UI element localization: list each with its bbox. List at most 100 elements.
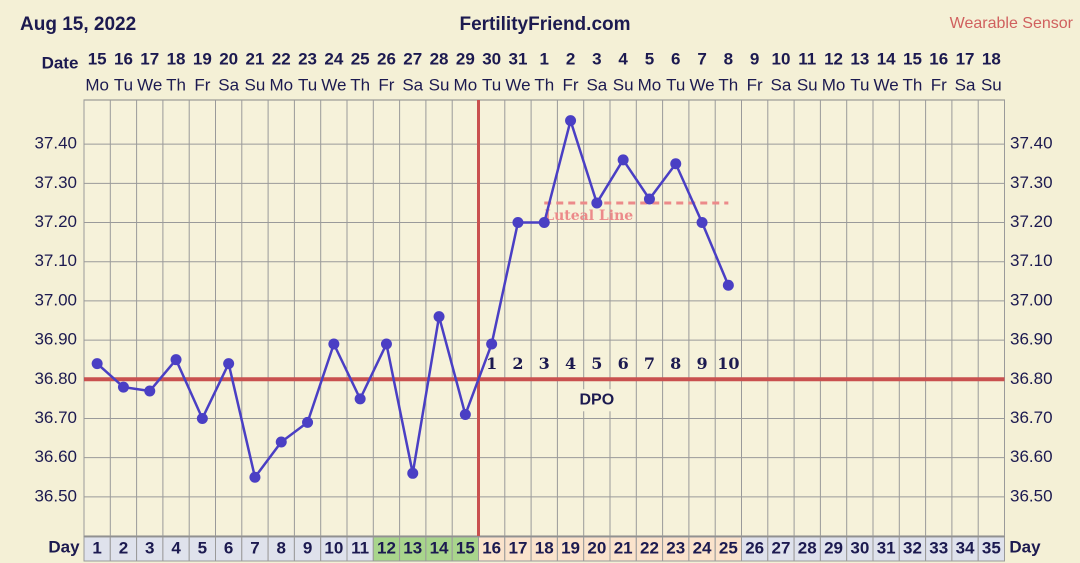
dpo-number: 2 <box>512 354 523 373</box>
date-label: 18 <box>167 49 186 68</box>
y-tick-label: 36.90 <box>34 330 77 349</box>
weekday-label: Th <box>534 75 554 94</box>
y2-tick-label: 36.90 <box>1010 330 1053 349</box>
temperature-point <box>354 393 366 405</box>
x-tick-label: 11 <box>351 538 369 557</box>
date-label: 31 <box>508 49 527 68</box>
x-tick-label: 22 <box>640 538 659 557</box>
day-cell <box>267 536 295 562</box>
weekday-label: Mo <box>269 75 293 94</box>
chart-title: FertilityFriend.com <box>459 14 630 35</box>
temperature-point <box>565 115 577 127</box>
date-label: 15 <box>903 49 922 68</box>
day-cell <box>215 536 243 562</box>
temperature-point <box>196 412 208 424</box>
temperature-point <box>117 381 129 393</box>
temperature-point <box>170 354 182 366</box>
date-label: 15 <box>88 49 107 68</box>
date-label: 10 <box>771 49 790 68</box>
day-cell <box>451 536 480 562</box>
y-tick-label: 37.30 <box>34 173 77 192</box>
x-tick-label: 6 <box>224 538 233 557</box>
date-label: 29 <box>456 49 475 68</box>
weekday-label: We <box>505 75 530 94</box>
temperature-point <box>617 154 629 166</box>
day-cell <box>793 536 821 562</box>
temperature-point <box>144 385 156 397</box>
date-label: 1 <box>540 49 549 68</box>
dpo-number: 10 <box>717 354 739 373</box>
weekday-label: Mo <box>454 75 478 94</box>
y-tick-label: 37.00 <box>34 290 77 309</box>
date-label: 7 <box>697 49 706 68</box>
x-tick-label: 26 <box>745 538 764 557</box>
weekday-label: Su <box>429 75 450 94</box>
weekday-label: Tu <box>482 75 501 94</box>
date-label: 23 <box>298 49 317 68</box>
day-label: Day <box>48 537 80 556</box>
date-label: 30 <box>482 49 501 68</box>
x-tick-label: 3 <box>145 538 154 557</box>
annotation: Wearable Sensor <box>950 15 1074 32</box>
x-tick-label: 33 <box>929 538 948 557</box>
date-label: 16 <box>929 49 948 68</box>
day-cell <box>109 536 138 562</box>
date-label: 13 <box>850 49 869 68</box>
y2-tick-label: 36.60 <box>1010 447 1053 466</box>
dpo-number: 7 <box>644 354 655 373</box>
date-label: 24 <box>324 49 343 68</box>
weekday-label: Th <box>166 75 186 94</box>
weekday-label: We <box>874 75 899 94</box>
date-label: 5 <box>645 49 654 68</box>
temperature-point <box>302 416 314 428</box>
date-label: Date <box>42 53 79 72</box>
temperature-point <box>380 338 392 350</box>
temperature-point <box>696 217 708 229</box>
dpo-number: 3 <box>539 354 550 373</box>
temperature-point <box>538 217 550 229</box>
y-tick-label: 36.50 <box>34 486 77 505</box>
x-tick-label: 32 <box>903 538 922 557</box>
date-label: 8 <box>724 49 733 68</box>
y-tick-label: 37.40 <box>34 134 77 153</box>
date-label: 22 <box>272 49 291 68</box>
x-tick-label: 30 <box>850 538 869 557</box>
dpo-number: 4 <box>565 354 576 373</box>
weekday-label: Th <box>350 75 370 94</box>
date-label: 17 <box>956 49 975 68</box>
temperature-point <box>591 197 603 209</box>
temperature-point <box>512 217 524 229</box>
date-label: 4 <box>618 49 628 68</box>
day-cell <box>478 536 506 562</box>
weekday-label: Su <box>981 75 1002 94</box>
x-tick-label: 34 <box>956 538 975 557</box>
weekday-label: Sa <box>771 75 792 94</box>
day-cell <box>977 536 1006 562</box>
date-label: 21 <box>245 49 264 68</box>
day-cell <box>583 536 611 562</box>
temperature-point <box>249 471 261 483</box>
dpo-number: 9 <box>696 354 707 373</box>
day-cell <box>925 536 953 562</box>
date-label: 17 <box>140 49 159 68</box>
date-label: 2 <box>566 49 575 68</box>
weekday-label: Fr <box>194 75 210 94</box>
weekday-label: Su <box>245 75 266 94</box>
y2-tick-label: 37.00 <box>1010 290 1053 309</box>
x-tick-label: 7 <box>250 538 259 557</box>
weekday-label: Fr <box>563 75 579 94</box>
x-tick-label: 1 <box>92 538 101 557</box>
x-tick-label: 17 <box>508 538 527 557</box>
x-tick-label: 25 <box>719 538 738 557</box>
plot-area <box>83 99 1005 537</box>
x-tick-label: 20 <box>587 538 606 557</box>
weekday-label: Fr <box>931 75 947 94</box>
temperature-point <box>91 358 103 370</box>
date-label: 18 <box>982 49 1001 68</box>
date-label: 3 <box>592 49 601 68</box>
date-label: 11 <box>798 49 816 68</box>
dpo-number: 8 <box>670 354 681 373</box>
day-label-right: Day <box>1009 537 1041 556</box>
day-cell <box>346 536 374 562</box>
x-tick-label: 35 <box>982 538 1001 557</box>
